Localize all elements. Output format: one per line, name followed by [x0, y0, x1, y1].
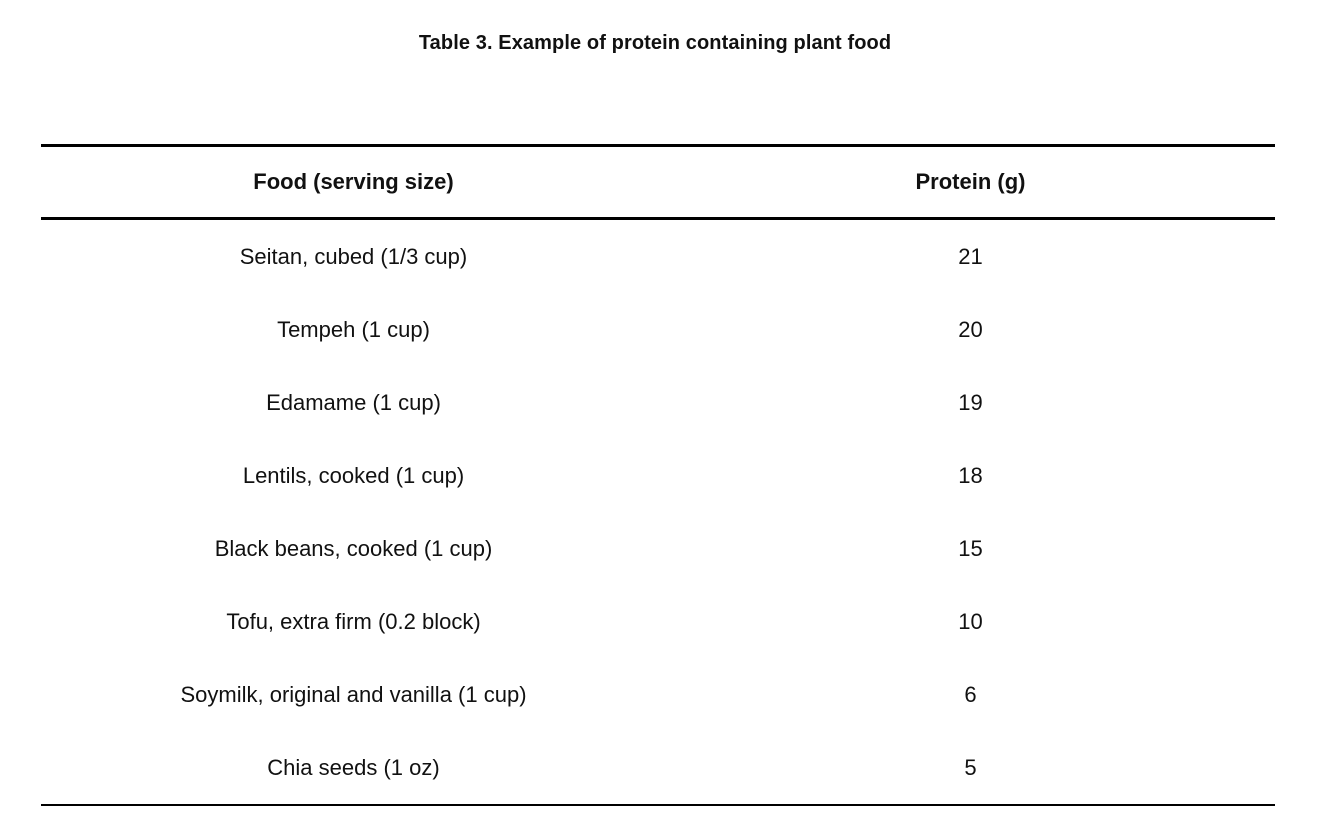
table-row: Seitan, cubed (1/3 cup) 21	[41, 219, 1275, 294]
food-cell: Seitan, cubed (1/3 cup)	[239, 243, 468, 269]
food-cell: Chia seeds (1 oz)	[267, 754, 440, 780]
table-header-row: Food (serving size) Protein (g)	[41, 145, 1275, 219]
protein-cell: 10	[958, 608, 983, 634]
protein-cell: 21	[958, 243, 983, 269]
protein-cell: 15	[958, 535, 983, 561]
table-row: Tofu, extra firm (0.2 block) 10	[41, 585, 1275, 658]
food-cell: Black beans, cooked (1 cup)	[214, 535, 493, 561]
table-row: Tempeh (1 cup) 20	[41, 293, 1275, 366]
protein-cell: 19	[958, 389, 983, 415]
header-protein: Protein (g)	[915, 169, 1026, 194]
table-caption: Table 3. Example of protein containing p…	[418, 32, 892, 54]
header-food: Food (serving size)	[253, 169, 454, 194]
protein-cell: 6	[964, 681, 977, 707]
food-cell: Tempeh (1 cup)	[277, 316, 430, 342]
food-cell: Edamame (1 cup)	[266, 389, 441, 415]
table-row: Chia seeds (1 oz) 5	[41, 731, 1275, 805]
food-cell: Soymilk, original and vanilla (1 cup)	[180, 681, 527, 707]
table-row: Soymilk, original and vanilla (1 cup) 6	[41, 658, 1275, 731]
protein-cell: 18	[958, 462, 983, 488]
protein-cell: 20	[958, 316, 983, 342]
table-row: Edamame (1 cup) 19	[41, 366, 1275, 439]
food-cell: Lentils, cooked (1 cup)	[242, 462, 465, 488]
protein-cell: 5	[964, 754, 977, 780]
table-row: Black beans, cooked (1 cup) 15	[41, 512, 1275, 585]
protein-table-container: Food (serving size) Protein (g) Seitan, …	[41, 144, 1275, 806]
food-cell: Tofu, extra firm (0.2 block)	[226, 608, 481, 634]
table-row: Lentils, cooked (1 cup) 18	[41, 439, 1275, 512]
protein-table: Food (serving size) Protein (g) Seitan, …	[41, 144, 1275, 806]
